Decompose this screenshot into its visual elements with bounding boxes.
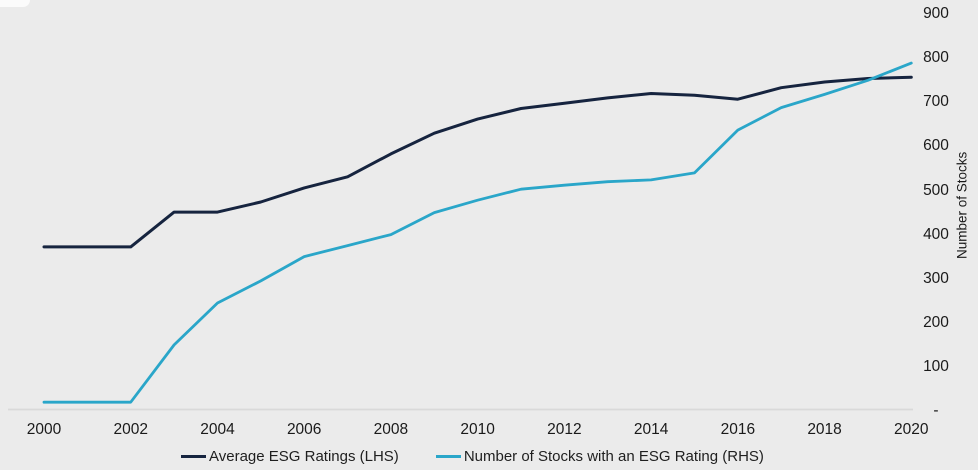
- legend-dash-icon: [435, 455, 461, 458]
- x-tick-label: 2016: [720, 421, 756, 438]
- screenshot-corner-artifact: [0, 0, 30, 7]
- x-tick-label: 2008: [373, 421, 409, 438]
- y-tick-label: 600: [923, 137, 949, 155]
- x-tick-label: 2000: [26, 421, 62, 438]
- x-tick-label: 2006: [286, 421, 322, 438]
- series-line-avg-esg-ratings: [42, 75, 913, 249]
- y-tick-label: 800: [923, 49, 949, 67]
- x-tick-label: 2018: [807, 421, 842, 438]
- y-tick-label: 400: [923, 225, 949, 243]
- legend-label: Average ESG Ratings (LHS): [209, 448, 399, 465]
- y-tick-label: 200: [923, 313, 949, 331]
- legend-dash-icon: [181, 455, 206, 458]
- y-tick-label: 700: [923, 93, 949, 111]
- x-tick-label: 2002: [113, 421, 148, 438]
- x-tick-label: 2020: [894, 421, 929, 438]
- y-tick-label: -: [933, 402, 939, 419]
- x-tick-label: 2012: [547, 421, 582, 438]
- series-line-num-stocks: [42, 61, 913, 404]
- y-tick-label: 100: [923, 357, 949, 375]
- y-tick-label: 300: [923, 269, 949, 287]
- legend-label: Number of Stocks with an ESG Rating (RHS…: [463, 448, 764, 465]
- legend-item-avg-esg-ratings: Average ESG Ratings (LHS): [181, 448, 399, 465]
- legend-item-num-stocks: Number of Stocks with an ESG Rating (RHS…: [435, 448, 764, 465]
- y-tick-label: 900: [923, 5, 949, 23]
- y-tick-label: 500: [923, 181, 949, 199]
- legend: Average ESG Ratings (LHS) Number of Stock…: [181, 448, 764, 465]
- x-tick-label: 2014: [633, 421, 669, 438]
- x-tick-label: 2004: [200, 421, 235, 438]
- right-axis-title: Number of Stocks: [954, 151, 970, 259]
- x-tick-label: 2010: [460, 421, 495, 438]
